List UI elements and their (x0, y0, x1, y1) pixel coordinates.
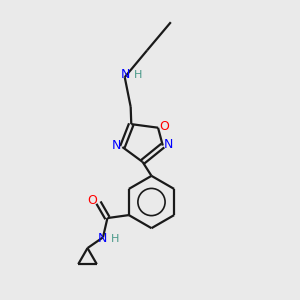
Text: N: N (98, 232, 107, 245)
Text: N: N (121, 68, 130, 81)
Text: N: N (112, 139, 121, 152)
Text: O: O (87, 194, 97, 207)
Text: O: O (159, 120, 169, 133)
Text: H: H (111, 234, 120, 244)
Text: H: H (134, 70, 142, 80)
Text: N: N (164, 138, 173, 151)
